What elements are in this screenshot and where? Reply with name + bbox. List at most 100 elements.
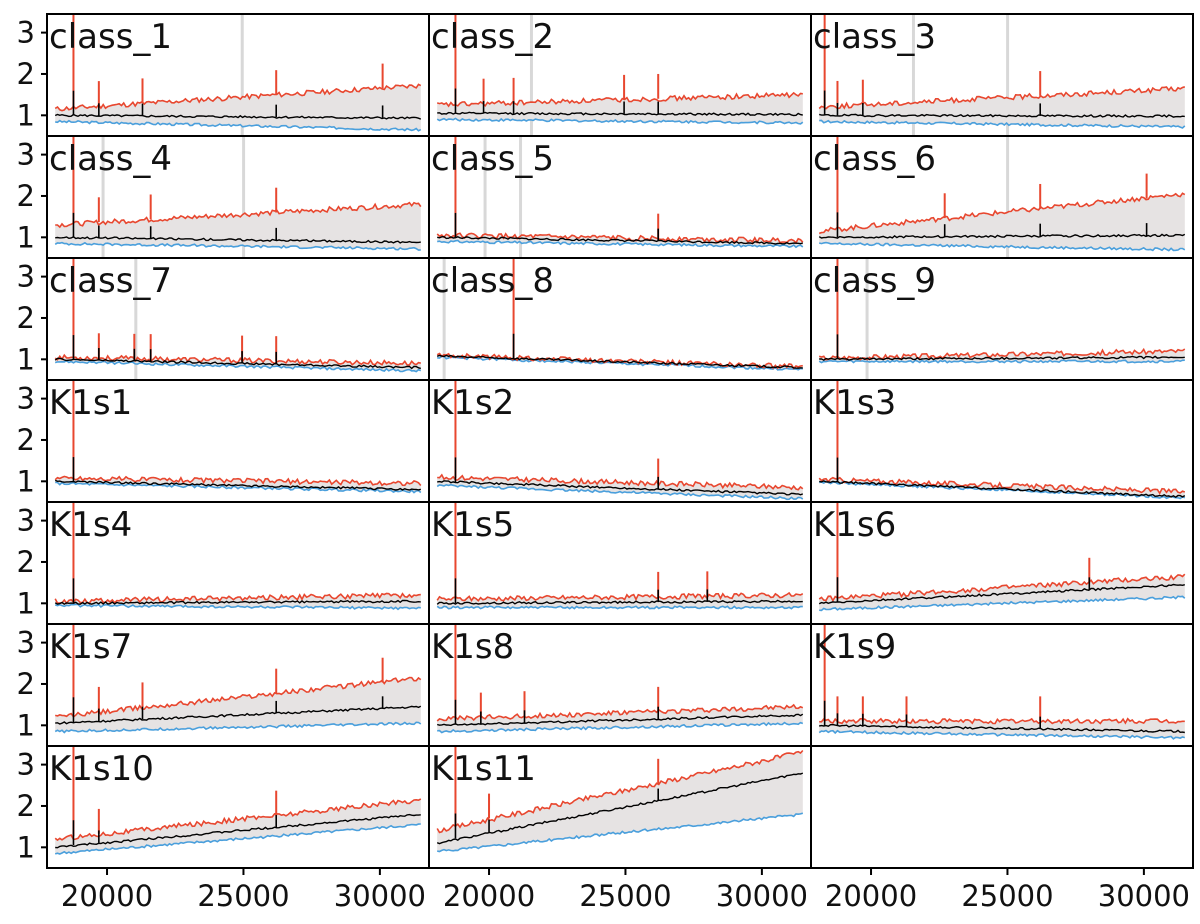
lower-series-line bbox=[436, 605, 803, 610]
spread-band bbox=[55, 799, 421, 854]
lower-series-line bbox=[437, 721, 804, 734]
x-tick-label: 25000 bbox=[961, 879, 1053, 913]
panel-K1s1: K1s1 bbox=[46, 379, 430, 503]
masked-region bbox=[134, 258, 138, 380]
plot-area bbox=[818, 502, 1186, 612]
panel-K1s2: K1s2 bbox=[428, 379, 812, 503]
upper-series-line bbox=[436, 703, 804, 722]
plot-area bbox=[436, 14, 804, 136]
median-series-line bbox=[818, 583, 1185, 605]
y-tick-label: 1 bbox=[17, 708, 35, 742]
masked-region bbox=[529, 14, 533, 136]
lower-series-line bbox=[54, 721, 422, 734]
y-tick-label: 1 bbox=[17, 464, 35, 498]
upper-series-line bbox=[818, 192, 1186, 235]
median-series-line bbox=[436, 599, 803, 605]
panel-label: K1s5 bbox=[431, 505, 514, 545]
panel-label: K1s1 bbox=[49, 383, 132, 423]
y-tick-label: 2 bbox=[17, 301, 35, 335]
panel-class_2: class_2 bbox=[428, 13, 812, 137]
lower-series-line bbox=[55, 119, 422, 132]
panel-class_9: class_9 bbox=[810, 257, 1194, 381]
panel-K1s10: K1s10 bbox=[46, 745, 430, 869]
panel-class_3: class_3 bbox=[810, 13, 1194, 137]
upper-series-line bbox=[436, 352, 803, 370]
upper-series-line bbox=[436, 232, 804, 245]
panel-label: class_8 bbox=[431, 261, 554, 301]
y-tick-label: 2 bbox=[17, 179, 35, 213]
plot-area bbox=[818, 136, 1186, 258]
panel-class_6: class_6 bbox=[810, 135, 1194, 259]
upper-series-line bbox=[436, 749, 804, 834]
masked-region bbox=[865, 258, 869, 380]
panel-label: K1s3 bbox=[813, 383, 896, 423]
panel-K1s9: K1s9 bbox=[810, 623, 1194, 747]
plot-area bbox=[436, 624, 804, 734]
panel-label: K1s11 bbox=[431, 749, 536, 789]
plot-area bbox=[54, 258, 422, 380]
panel-K1s3: K1s3 bbox=[810, 379, 1194, 503]
x-tick-label: 30000 bbox=[1098, 879, 1190, 913]
plot-area bbox=[436, 136, 804, 258]
panel-label: class_3 bbox=[813, 17, 936, 57]
panel-label: K1s4 bbox=[49, 505, 132, 545]
upper-series-line bbox=[818, 347, 1186, 361]
panel-class_8: class_8 bbox=[428, 257, 812, 381]
lower-series-line bbox=[54, 823, 421, 855]
masked-region bbox=[242, 136, 246, 258]
upper-series-line bbox=[54, 475, 422, 487]
panel-label: K1s8 bbox=[431, 627, 514, 667]
y-tick-label: 3 bbox=[17, 382, 35, 416]
lower-series-line bbox=[819, 595, 1186, 612]
y-tick-label: 3 bbox=[17, 16, 35, 50]
masked-region bbox=[101, 136, 105, 258]
lower-series-line bbox=[437, 239, 804, 249]
spread-band bbox=[819, 574, 1185, 611]
panel-label: class_1 bbox=[49, 17, 172, 57]
median-series-line bbox=[818, 113, 1185, 118]
x-tick-label: 20000 bbox=[825, 879, 917, 913]
upper-series-line bbox=[54, 798, 422, 842]
lower-series-line bbox=[54, 241, 421, 251]
spread-band bbox=[437, 92, 803, 124]
plot-area bbox=[54, 380, 422, 494]
plot-area bbox=[436, 258, 803, 380]
median-series-line bbox=[818, 233, 1186, 239]
y-tick-label: 2 bbox=[17, 667, 35, 701]
panel-label: class_4 bbox=[49, 139, 172, 179]
median-series-line bbox=[54, 599, 421, 606]
spread-band bbox=[437, 750, 803, 852]
lower-series-line bbox=[436, 117, 804, 125]
spread-band bbox=[819, 86, 1185, 128]
median-series-line bbox=[55, 235, 421, 244]
y-tick-label: 1 bbox=[17, 830, 35, 864]
median-series-line bbox=[54, 479, 421, 491]
upper-series-line bbox=[436, 591, 804, 602]
lower-series-line bbox=[819, 119, 1186, 129]
masked-region bbox=[483, 136, 487, 258]
lower-series-line bbox=[54, 359, 422, 373]
plot-area bbox=[54, 502, 421, 611]
panel-label: K1s6 bbox=[813, 505, 896, 545]
median-series-line bbox=[436, 772, 804, 845]
plot-area bbox=[818, 380, 1186, 500]
panel-label: K1s10 bbox=[49, 749, 154, 789]
upper-series-line bbox=[55, 676, 422, 719]
panel-class_5: class_5 bbox=[428, 135, 812, 259]
plot-area bbox=[54, 136, 422, 258]
median-series-line bbox=[436, 713, 804, 727]
plot-area bbox=[436, 746, 804, 853]
y-tick-label: 1 bbox=[17, 342, 35, 376]
masked-region bbox=[1006, 136, 1010, 258]
median-series-line bbox=[437, 235, 804, 245]
y-tick-label: 1 bbox=[17, 98, 35, 132]
upper-series-line bbox=[437, 473, 804, 491]
plot-area bbox=[54, 624, 422, 734]
lower-series-line bbox=[437, 812, 804, 853]
lower-series-line bbox=[436, 483, 804, 501]
upper-series-line bbox=[818, 476, 1186, 495]
spread-band bbox=[55, 677, 421, 733]
x-tick-label: 25000 bbox=[579, 879, 671, 913]
panel-label: class_5 bbox=[431, 139, 554, 179]
